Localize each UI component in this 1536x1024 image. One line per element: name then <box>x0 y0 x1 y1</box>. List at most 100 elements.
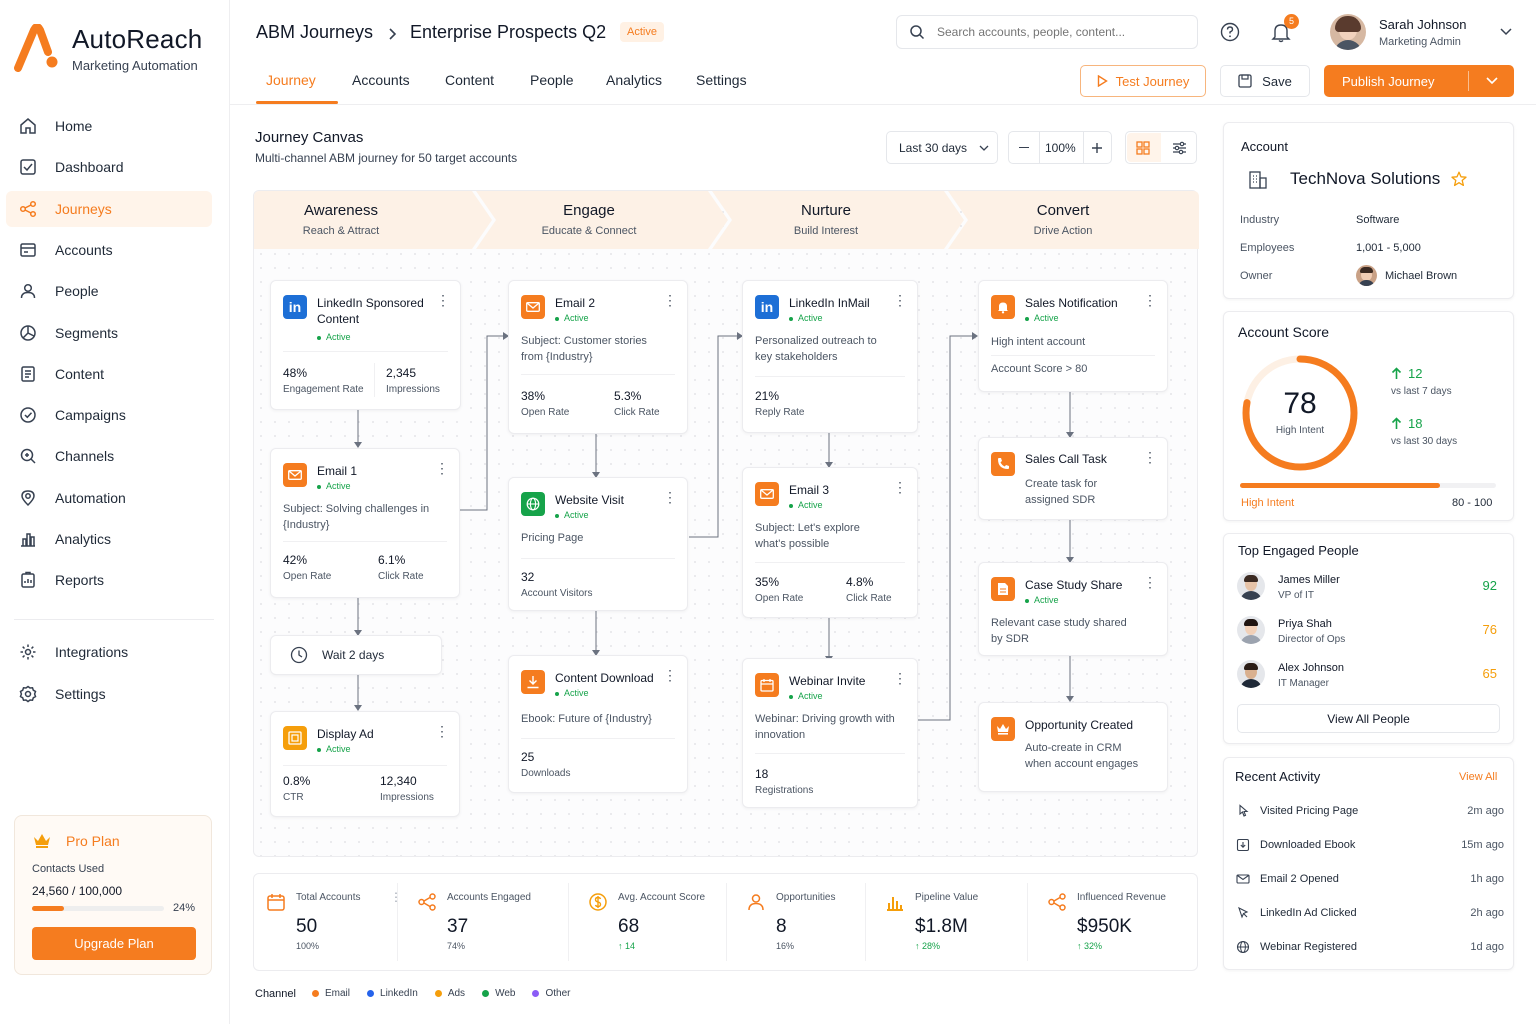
sidebar-item-content[interactable]: Content <box>6 356 212 392</box>
more-vertical-icon[interactable]: ⋮ <box>893 670 907 686</box>
autoreach-logo-icon <box>14 24 58 72</box>
zoom-in-icon[interactable] <box>1091 142 1103 154</box>
stat-value: 35% <box>755 575 780 589</box>
node-description: Webinar: Driving growth with innovation <box>755 713 895 741</box>
more-vertical-icon[interactable]: ⋮ <box>435 723 449 739</box>
save-button[interactable]: Save <box>1220 65 1310 97</box>
user-avatar[interactable] <box>1330 14 1366 50</box>
breadcrumb-root[interactable]: ABM Journeys <box>256 22 374 42</box>
kpi-value: 8 <box>776 916 787 937</box>
tab-content[interactable]: Content <box>445 72 495 88</box>
save-label: Save <box>1262 73 1292 89</box>
sidebar-item-settings[interactable]: Settings <box>6 676 212 712</box>
more-vertical-icon[interactable]: ⋮ <box>1143 574 1157 590</box>
node-linkedin-inmail[interactable]: in LinkedIn InMail Active ⋮ Personalized… <box>742 280 918 433</box>
more-vertical-icon[interactable]: ⋮ <box>663 292 677 308</box>
more-vertical-icon[interactable]: ⋮ <box>663 667 677 683</box>
tab-people[interactable]: People <box>530 72 574 88</box>
kpi-more-icon[interactable]: ⋮ <box>390 890 402 904</box>
filter-sliders-icon[interactable] <box>1172 141 1187 155</box>
node-content-download[interactable]: Content Download Active ⋮ Ebook: Future … <box>508 655 688 793</box>
display-ad-icon <box>283 726 307 750</box>
bell-icon <box>991 295 1015 319</box>
node-title: Webinar Invite <box>789 674 866 688</box>
upgrade-plan-button[interactable]: Upgrade Plan <box>32 927 196 960</box>
search-icon <box>910 25 925 40</box>
tab-analytics[interactable]: Analytics <box>606 72 663 88</box>
node-case-study-share[interactable]: Case Study Share Active ⋮ Relevant case … <box>978 562 1168 656</box>
stat-value: 6.1% <box>378 553 406 567</box>
node-website-visit[interactable]: Website Visit Active ⋮ Pricing Page 32 A… <box>508 477 688 611</box>
crown-icon <box>34 834 50 848</box>
activity-row[interactable]: LinkedIn Ad Clicked 2h ago <box>1236 903 1504 923</box>
tab-accounts[interactable]: Accounts <box>352 72 410 88</box>
sidebar-item-channels[interactable]: Channels <box>6 438 212 474</box>
activity-row[interactable]: Downloaded Ebook 15m ago <box>1236 835 1504 855</box>
view-all-people-button[interactable]: View All People <box>1237 704 1500 733</box>
more-vertical-icon[interactable]: ⋮ <box>1143 292 1157 308</box>
activity-row[interactable]: Email 2 Opened 1h ago <box>1236 869 1504 889</box>
brand-name: AutoReach <box>72 24 203 54</box>
sidebar-item-analytics[interactable]: Analytics <box>6 521 212 557</box>
sidebar-item-reports[interactable]: Reports <box>6 562 212 598</box>
node-email-2[interactable]: Email 2 Active ⋮ Subject: Customer stori… <box>508 280 688 434</box>
sidebar-item-integrations[interactable]: Integrations <box>6 634 212 670</box>
help-icon[interactable] <box>1220 22 1240 42</box>
kpi-delta: ↑ 28% <box>915 941 941 951</box>
test-journey-button[interactable]: Test Journey <box>1080 65 1206 97</box>
node-sales-notification[interactable]: Sales Notification Active ⋮ High intent … <box>978 280 1168 392</box>
node-sales-call-task[interactable]: Sales Call Task ⋮ Create task for assign… <box>978 437 1168 520</box>
favorite-star-icon[interactable] <box>1451 171 1467 187</box>
kpi-title: Accounts Engaged <box>447 892 531 903</box>
tab-journey[interactable]: Journey <box>266 72 316 88</box>
sidebar-item-home[interactable]: Home <box>6 108 212 144</box>
sidebar-item-automation[interactable]: Automation <box>6 480 212 516</box>
node-email-1[interactable]: Email 1 Active ⋮ Subject: Solving challe… <box>270 448 460 598</box>
zoom-out-icon[interactable] <box>1019 147 1029 149</box>
more-vertical-icon[interactable]: ⋮ <box>1143 449 1157 465</box>
node-display-ad[interactable]: Display Ad Active ⋮ 0.8% CTR 12,340 Impr… <box>270 711 460 817</box>
node-linkedin-sponsored[interactable]: in LinkedIn Sponsored Content Active ⋮ 4… <box>270 280 461 410</box>
sidebar-item-label: Accounts <box>55 241 113 258</box>
sidebar-item-dashboard[interactable]: Dashboard <box>6 149 212 185</box>
tab-settings[interactable]: Settings <box>696 72 747 88</box>
node-email-3[interactable]: Email 3 Active ⋮ Subject: Let's explore … <box>742 467 918 618</box>
journey-status-badge: Active <box>620 22 664 42</box>
stage-subtitle: Educate & Connect <box>541 225 637 237</box>
linkedin-icon: in <box>283 295 307 319</box>
stat-label: Account Visitors <box>521 588 593 599</box>
notification-bell-icon[interactable] <box>1270 21 1292 43</box>
sidebar-item-journeys[interactable]: Journeys <box>6 190 212 227</box>
grid-view-icon[interactable] <box>1136 141 1150 155</box>
search-input[interactable] <box>937 25 1177 39</box>
sidebar-item-accounts[interactable]: Accounts <box>6 232 212 268</box>
node-webinar-invite[interactable]: Webinar Invite Active ⋮ Webinar: Driving… <box>742 658 918 808</box>
user-menu-chevron-icon[interactable] <box>1500 28 1512 36</box>
more-vertical-icon[interactable]: ⋮ <box>893 479 907 495</box>
activity-row[interactable]: Webinar Registered 1d ago <box>1236 937 1504 957</box>
date-range-value: Last 30 days <box>899 140 968 155</box>
activity-view-all-link[interactable]: View All <box>1459 771 1498 783</box>
automation-icon <box>18 488 38 508</box>
sidebar-item-campaigns[interactable]: Campaigns <box>6 397 212 433</box>
sidebar-item-segments[interactable]: Segments <box>6 315 212 351</box>
user-icon <box>746 892 766 912</box>
sidebar-item-people[interactable]: People <box>6 273 212 309</box>
more-vertical-icon[interactable]: ⋮ <box>663 489 677 505</box>
date-range-select[interactable]: Last 30 days <box>886 131 998 164</box>
kpi-delta: 100% <box>296 941 320 951</box>
stage-title: Engage <box>563 202 615 219</box>
crown-icon <box>991 717 1015 741</box>
more-vertical-icon[interactable]: ⋮ <box>435 460 449 476</box>
node-opportunity-created[interactable]: Opportunity Created Auto-create in CRM w… <box>978 702 1168 792</box>
more-vertical-icon[interactable]: ⋮ <box>893 292 907 308</box>
node-wait[interactable]: Wait 2 days <box>270 635 442 675</box>
activity-row[interactable]: Visited Pricing Page 2m ago <box>1236 801 1504 821</box>
more-vertical-icon[interactable]: ⋮ <box>436 292 450 308</box>
publish-journey-button[interactable]: Publish Journey <box>1324 65 1514 97</box>
sidebar-item-label: Campaigns <box>55 407 126 424</box>
publish-dropdown-chevron-icon[interactable] <box>1486 77 1498 85</box>
owner-name[interactable]: Michael Brown <box>1385 270 1458 282</box>
node-description: Personalized outreach to key stakeholder… <box>755 335 877 363</box>
arrow-up-icon <box>1391 367 1402 379</box>
